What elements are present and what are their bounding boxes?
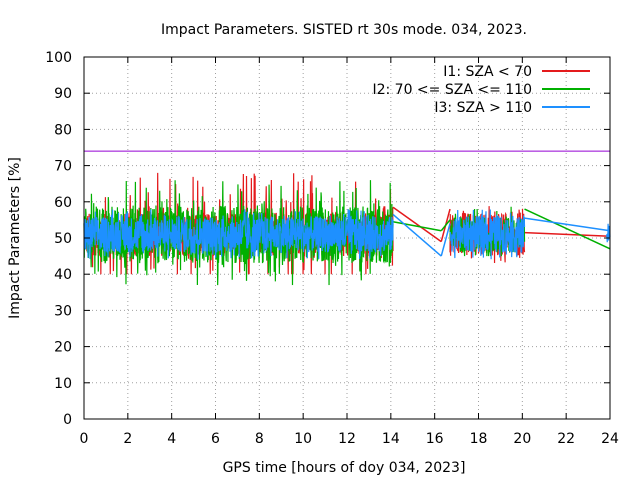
legend: I1: SZA < 70 I2: 70 <= SZA <= 110 I3: SZA … [372, 64, 590, 116]
series-gap-line [440, 223, 451, 257]
x-tick-label: 6 [211, 431, 220, 447]
chart-title: Impact Parameters. SISTED rt 30s mode. 0… [161, 22, 527, 38]
series-gap-line [440, 219, 451, 232]
y-tick-label: 40 [54, 267, 72, 283]
y-tick-labels: 0 10 20 30 40 50 60 70 80 90 100 [45, 50, 72, 428]
y-tick-label: 80 [54, 122, 72, 138]
x-tick-label: 0 [80, 431, 89, 447]
y-tick-label: 20 [54, 340, 72, 356]
x-tick-label: 10 [294, 431, 312, 447]
axis-ticks [83, 56, 611, 420]
x-tick-label: 4 [167, 431, 176, 447]
y-tick-label: 30 [54, 303, 72, 319]
x-tick-label: 18 [470, 431, 488, 447]
series-gap-line [392, 220, 442, 232]
series-gap-line [524, 208, 611, 250]
legend-label: I3: SZA > 110 [434, 100, 532, 116]
x-tick-label: 12 [338, 431, 356, 447]
y-tick-label: 10 [54, 376, 72, 392]
series-gap-line [524, 217, 611, 232]
series-line-segment [83, 209, 394, 260]
x-tick-labels: 0 2 4 6 8 10 12 14 16 18 20 22 24 [80, 431, 619, 447]
legend-label: I1: SZA < 70 [443, 64, 532, 80]
x-tick-label: 14 [382, 431, 400, 447]
series-gap-line [392, 206, 442, 243]
series-3 [83, 209, 611, 260]
x-tick-label: 20 [513, 431, 531, 447]
y-tick-label: 100 [45, 50, 72, 66]
y-tick-label: 60 [54, 195, 72, 211]
series-gap-line [524, 231, 611, 237]
x-tick-label: 22 [557, 431, 575, 447]
series-layer [83, 172, 611, 286]
x-tick-label: 16 [426, 431, 444, 447]
series-gap-line [392, 213, 442, 257]
y-tick-label: 50 [54, 231, 72, 247]
x-axis-label: GPS time [hours of doy 034, 2023] [223, 460, 466, 476]
x-tick-label: 2 [123, 431, 132, 447]
y-tick-label: 90 [54, 86, 72, 102]
y-tick-label: 0 [63, 412, 72, 428]
y-tick-label: 70 [54, 159, 72, 175]
legend-label: I2: 70 <= SZA <= 110 [372, 82, 532, 98]
series-line-segment [449, 209, 526, 260]
y-axis-label: Impact Parameters [%] [7, 157, 23, 319]
x-tick-label: 8 [255, 431, 264, 447]
x-tick-label: 24 [601, 431, 619, 447]
